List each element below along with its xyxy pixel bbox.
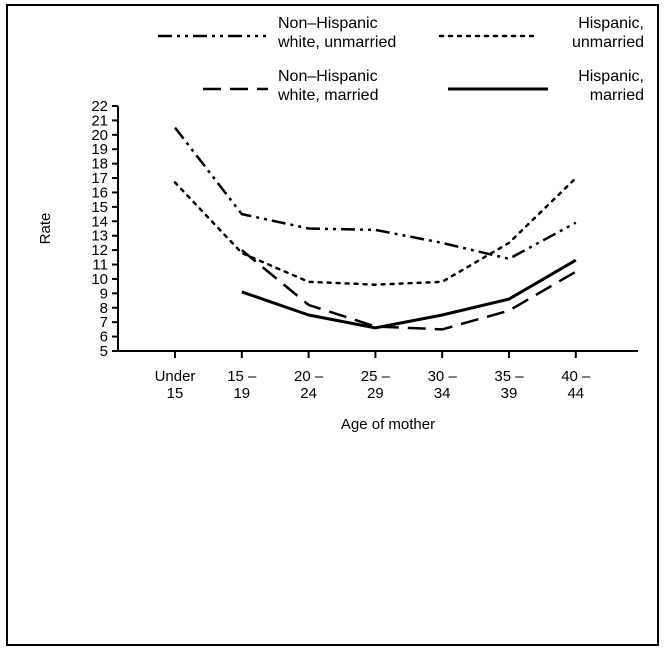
- x-axis-title: Age of mother: [341, 416, 435, 433]
- series-line-dotted: [173, 176, 578, 286]
- legend: Non–Hispanic white, unmarried Hispanic, unm…: [158, 15, 644, 104]
- y-tick-label: 6: [100, 329, 108, 346]
- y-axis-title: Rate: [37, 213, 54, 245]
- y-tick-label: 18: [91, 156, 108, 173]
- y-tick-label: 15: [91, 199, 108, 216]
- axes: [112, 105, 638, 358]
- y-tick-label: 9: [100, 285, 108, 302]
- x-tick-label: 15 –19: [227, 368, 257, 402]
- x-tick-label: 40 –44: [561, 368, 591, 402]
- y-tick-label: 20: [91, 127, 108, 144]
- x-tick-label: 20 –24: [294, 368, 324, 402]
- y-tick-label: 17: [91, 170, 108, 187]
- y-tick-label: 21: [91, 112, 108, 129]
- x-tick-label: 35 –39: [494, 368, 524, 402]
- x-tick-label: Under 15: [155, 368, 196, 402]
- legend-label: Non–Hispanic white, unmarried: [277, 15, 396, 51]
- x-tick-label: 30 –34: [428, 368, 458, 402]
- y-tick-label: 22: [91, 98, 108, 115]
- series-line-dashdot: [174, 126, 577, 261]
- y-tick-label: 14: [91, 213, 108, 230]
- legend-label: Hispanic, married: [578, 68, 644, 104]
- series-line-solid: [241, 258, 577, 330]
- y-tick-label: 13: [91, 228, 108, 245]
- chart-frame: Non–Hispanic white, unmarried Hispanic, unm…: [6, 4, 659, 646]
- x-tick-label: 25 –29: [361, 368, 391, 402]
- y-tick-label: 8: [100, 300, 108, 317]
- y-tick-label: 5: [100, 343, 108, 360]
- y-tick-label: 11: [92, 257, 108, 274]
- y-tick-label: 12: [91, 242, 108, 259]
- line-chart: Non–Hispanic white, unmarried Hispanic, unm…: [37, 15, 644, 433]
- y-tick-label: 19: [91, 141, 108, 158]
- legend-label: Non–Hispanic white, married: [277, 68, 378, 104]
- legend-label: Hispanic, unmarried: [572, 15, 644, 51]
- y-tick-label: 10: [91, 271, 108, 288]
- y-tick-label: 16: [91, 184, 108, 201]
- series-line-dashed: [241, 249, 577, 331]
- y-tick-label: 7: [100, 314, 108, 331]
- series-layer: [173, 126, 578, 331]
